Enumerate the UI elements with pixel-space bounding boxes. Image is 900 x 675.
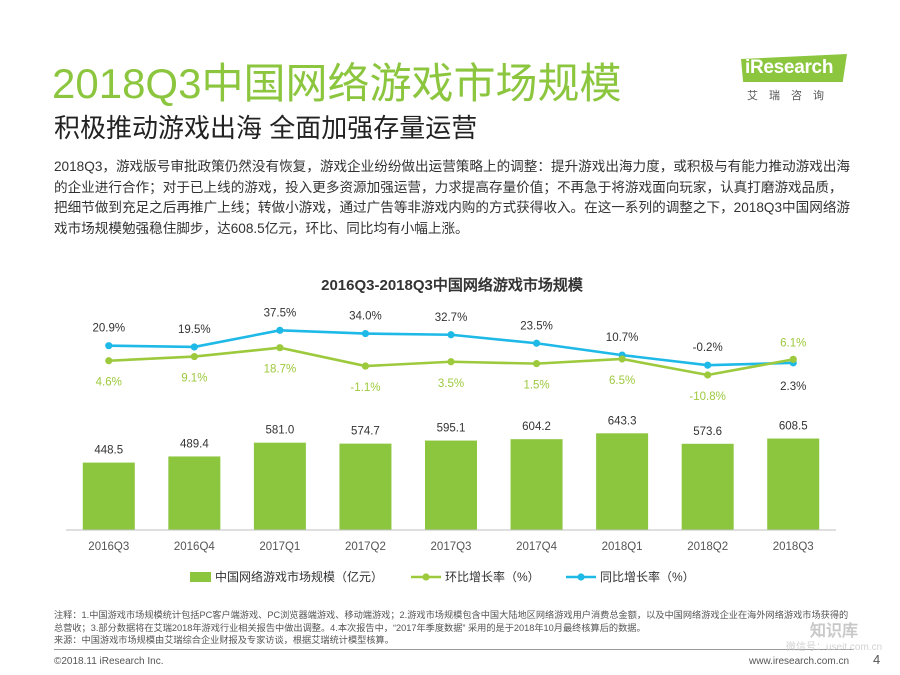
x-tick-2016Q3: 2016Q3 (88, 541, 129, 553)
bar-2017Q1 (253, 442, 306, 530)
watermark-text: 知识库 (810, 623, 859, 640)
bar-2018Q2 (681, 443, 734, 530)
logo-mark-icon (741, 54, 847, 82)
x-tick-labels: 2016Q3 2016Q4 2017Q1 2017Q2 2017Q3 2017Q4 2018… (88, 541, 813, 553)
footnote-source: 来源：中国游戏市场规模由艾瑞综合企业财报及专家访谈，根据艾瑞统计模型核算。 (54, 635, 394, 645)
iresearch-logo: iResearch 艾瑞咨询 (741, 50, 851, 106)
x-tick-2017Q2: 2017Q2 (345, 541, 386, 553)
legend-label-mom: 环比增长率（%） (445, 569, 540, 584)
bar-label-2018Q1: 643.3 (608, 415, 637, 427)
mom-label-2017Q4: 1.5% (523, 380, 549, 392)
bar-2016Q4 (168, 456, 221, 530)
logo-subtitle: 艾瑞咨询 (747, 90, 835, 102)
bar-label-2017Q2: 574.7 (351, 426, 380, 438)
logo-brand: iResearch (745, 57, 834, 78)
bar-label-2017Q4: 604.2 (522, 421, 551, 433)
yoy-label-2018Q1: 10.7% (606, 332, 639, 344)
yoy-label-2017Q3: 32.7% (435, 312, 468, 324)
mom-point-2017Q2 (361, 362, 370, 370)
page-number: 4 (873, 652, 881, 667)
x-tick-2018Q3: 2018Q3 (773, 541, 814, 553)
mom-label-2016Q3: 4.6% (96, 377, 122, 389)
legend-swatch-yoy-point (577, 573, 585, 581)
mom-label-2017Q2: -1.1% (350, 382, 380, 394)
bar-label-2018Q3: 608.5 (779, 421, 808, 433)
body-paragraph: 2018Q3，游戏版号审批政策仍然没有恢复，游戏企业纷纷做出运营策略上的调整：提… (54, 159, 851, 236)
bars-layer: 448.5 489.4 581.0 574.7 595.1 604.2 643.3 573.6… (82, 415, 820, 530)
mom-point-2018Q1 (618, 355, 626, 363)
yoy-label-2018Q2: -0.2% (693, 342, 723, 354)
lines-layer: 20.9% 19.5% 37.5% 34.0% 32.7% 23.5% 10.7% -0.2%… (92, 307, 806, 403)
x-tick-2018Q1: 2018Q1 (602, 541, 643, 553)
yoy-point-2017Q1 (276, 326, 284, 334)
legend-swatch-market-size (190, 572, 211, 582)
mom-point-2018Q3 (789, 355, 797, 363)
yoy-label-2017Q1: 37.5% (264, 307, 297, 319)
bar-label-2018Q2: 573.6 (693, 426, 722, 438)
mom-label-2018Q2: -10.8% (689, 391, 725, 403)
page-subtitle: 积极推动游戏出海 全面加强存量运营 (54, 113, 478, 143)
yoy-label-2016Q3: 20.9% (92, 323, 125, 335)
watermark-subtext: 微信号：useit.com.cn (786, 642, 883, 653)
footer-divider (54, 649, 854, 650)
bar-2018Q3 (767, 438, 820, 530)
x-tick-2018Q2: 2018Q2 (687, 541, 728, 553)
legend-label-yoy: 同比增长率（%） (600, 569, 695, 584)
yoy-point-2018Q2 (704, 361, 712, 369)
yoy-point-2017Q4 (532, 339, 541, 347)
yoy-label-2016Q4: 19.5% (178, 324, 211, 336)
mom-label-2018Q1: 6.5% (609, 375, 635, 387)
mom-label-2016Q4: 9.1% (181, 373, 207, 385)
chart-legend: 中国网络游戏市场规模（亿元） 环比增长率（%） 同比增长率（%） (190, 569, 695, 584)
yoy-point-2017Q3 (447, 331, 455, 339)
footnote-note: 注释：1.中国游戏市场规模统计包括PC客户端游戏、PC浏览器端游戏、移动端游戏；… (54, 610, 849, 633)
bar-label-2016Q4: 489.4 (180, 438, 209, 450)
mom-point-2016Q3 (105, 357, 113, 365)
mom-label-2018Q3: 6.1% (780, 337, 806, 349)
footnotes: 注释：1.中国游戏市场规模统计包括PC客户端游戏、PC浏览器端游戏、移动端游戏；… (54, 609, 854, 647)
yoy-label-2018Q3: 2.3% (780, 381, 806, 393)
yoy-point-2017Q2 (361, 329, 370, 338)
legend-swatch-mom-point (422, 573, 430, 581)
mom-point-2016Q4 (190, 352, 198, 361)
bar-2017Q4 (510, 439, 563, 530)
legend-label-market-size: 中国网络游戏市场规模（亿元） (215, 569, 383, 584)
mom-point-2017Q4 (532, 360, 541, 368)
x-tick-2016Q4: 2016Q4 (174, 541, 216, 553)
chart-title: 2016Q3-2018Q3中国网络游戏市场规模 (321, 276, 584, 294)
yoy-label-2017Q4: 23.5% (520, 320, 553, 332)
footer-website[interactable]: www.iresearch.com.cn (749, 656, 850, 667)
bar-label-2016Q3: 448.5 (94, 445, 123, 457)
x-tick-2017Q3: 2017Q3 (431, 541, 472, 553)
bar-2017Q2 (339, 443, 392, 530)
yoy-point-2016Q4 (190, 343, 198, 351)
page-title: 2018Q3中国网络游戏市场规模 (52, 60, 622, 107)
mom-point-2018Q2 (704, 371, 712, 379)
mom-point-2017Q1 (276, 344, 284, 352)
market-size-chart: 2016Q3-2018Q3中国网络游戏市场规模 448.5 489.4 581.0 5… (66, 276, 836, 584)
yoy-point-2016Q3 (105, 342, 113, 350)
x-tick-2017Q4: 2017Q4 (516, 541, 558, 553)
mom-label-2017Q3: 3.5% (438, 378, 464, 390)
yoy-label-2017Q2: 34.0% (349, 311, 382, 323)
bar-2016Q3 (82, 462, 135, 530)
footer-copyright: ©2018.11 iResearch Inc. (54, 656, 164, 667)
mom-point-2017Q3 (447, 358, 455, 366)
mom-label-2017Q1: 18.7% (264, 364, 297, 376)
bar-2017Q3 (425, 440, 477, 530)
bar-2018Q1 (596, 433, 649, 530)
x-tick-2017Q1: 2017Q1 (259, 541, 300, 553)
bar-label-2017Q1: 581.0 (265, 425, 294, 437)
bar-label-2017Q3: 595.1 (437, 423, 466, 435)
